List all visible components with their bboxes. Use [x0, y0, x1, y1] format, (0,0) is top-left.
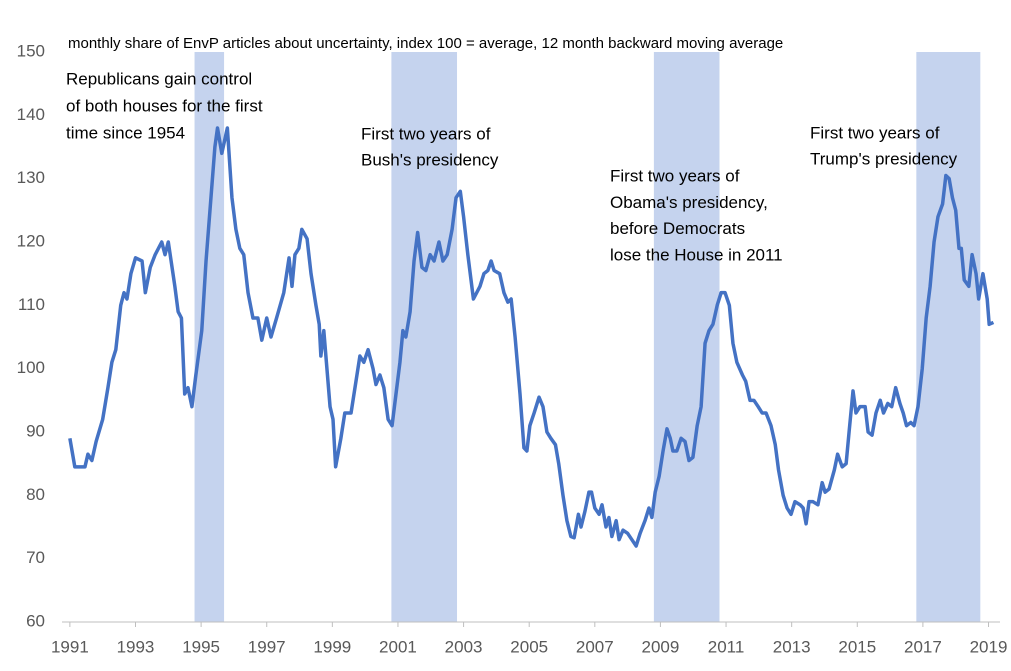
y-tick-label: 90 — [26, 421, 45, 440]
x-tick-label: 2009 — [642, 637, 680, 656]
x-tick-label: 1995 — [182, 637, 220, 656]
x-tick-label: 1999 — [313, 637, 351, 656]
y-tick-label: 140 — [17, 105, 45, 124]
shaded-period — [916, 52, 981, 622]
y-tick-label: 150 — [17, 41, 45, 60]
y-tick-label: 80 — [26, 485, 45, 504]
x-tick-label: 2003 — [445, 637, 483, 656]
annotation: Republicans gain control — [66, 69, 252, 88]
y-tick-label: 120 — [17, 231, 45, 250]
x-tick-label: 2015 — [838, 637, 876, 656]
annotation: First two years of — [361, 124, 491, 143]
x-tick-label: 2005 — [510, 637, 548, 656]
data-line — [68, 126, 995, 548]
annotation: Trump's presidency — [810, 149, 958, 168]
annotation: of both houses for the first — [66, 96, 263, 115]
x-tick-label: 1991 — [51, 637, 89, 656]
y-tick-label: 100 — [17, 358, 45, 377]
chart-title: monthly share of EnvP articles about unc… — [68, 35, 783, 52]
x-tick-label: 2017 — [904, 637, 942, 656]
y-tick-label: 60 — [26, 611, 45, 630]
annotation: Obama's presidency, — [610, 193, 768, 212]
annotation: First two years of — [610, 166, 740, 185]
x-tick-label: 2007 — [576, 637, 614, 656]
y-tick-label: 70 — [26, 548, 45, 567]
x-tick-label: 1997 — [248, 637, 286, 656]
x-tick-label: 2001 — [379, 637, 417, 656]
annotation: before Democrats — [610, 219, 745, 238]
y-tick-label: 130 — [17, 168, 45, 187]
x-tick-label: 2019 — [970, 637, 1008, 656]
annotation: lose the House in 2011 — [610, 245, 783, 264]
annotation: time since 1954 — [66, 123, 185, 142]
y-tick-label: 110 — [18, 295, 45, 314]
annotation: Bush's presidency — [361, 150, 499, 169]
annotation: First two years of — [810, 123, 940, 142]
shaded-period — [653, 52, 720, 622]
x-tick-label: 2011 — [708, 637, 745, 656]
x-tick-label: 1993 — [117, 637, 155, 656]
x-tick-label: 2013 — [773, 637, 811, 656]
